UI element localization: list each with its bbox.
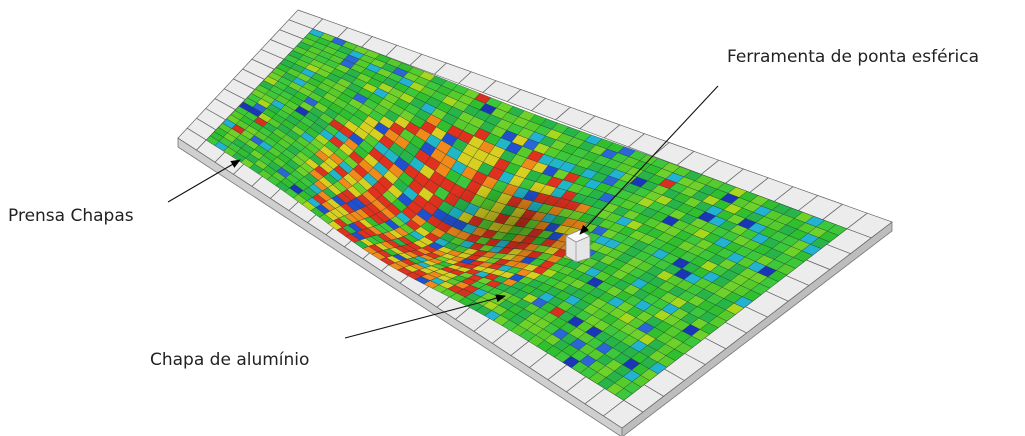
annotation-label: Ferramenta de ponta esférica: [727, 47, 979, 67]
annotation-label: Chapa de alumínio: [150, 350, 309, 370]
tool: [566, 230, 590, 262]
fem-figure: Ferramenta de ponta esférica Prensa Chap…: [0, 0, 1025, 436]
holder-leader: [168, 160, 240, 202]
annotation-label: Prensa Chapas: [8, 206, 134, 226]
page: Ferramenta de ponta esférica Prensa Chap…: [0, 0, 1025, 436]
